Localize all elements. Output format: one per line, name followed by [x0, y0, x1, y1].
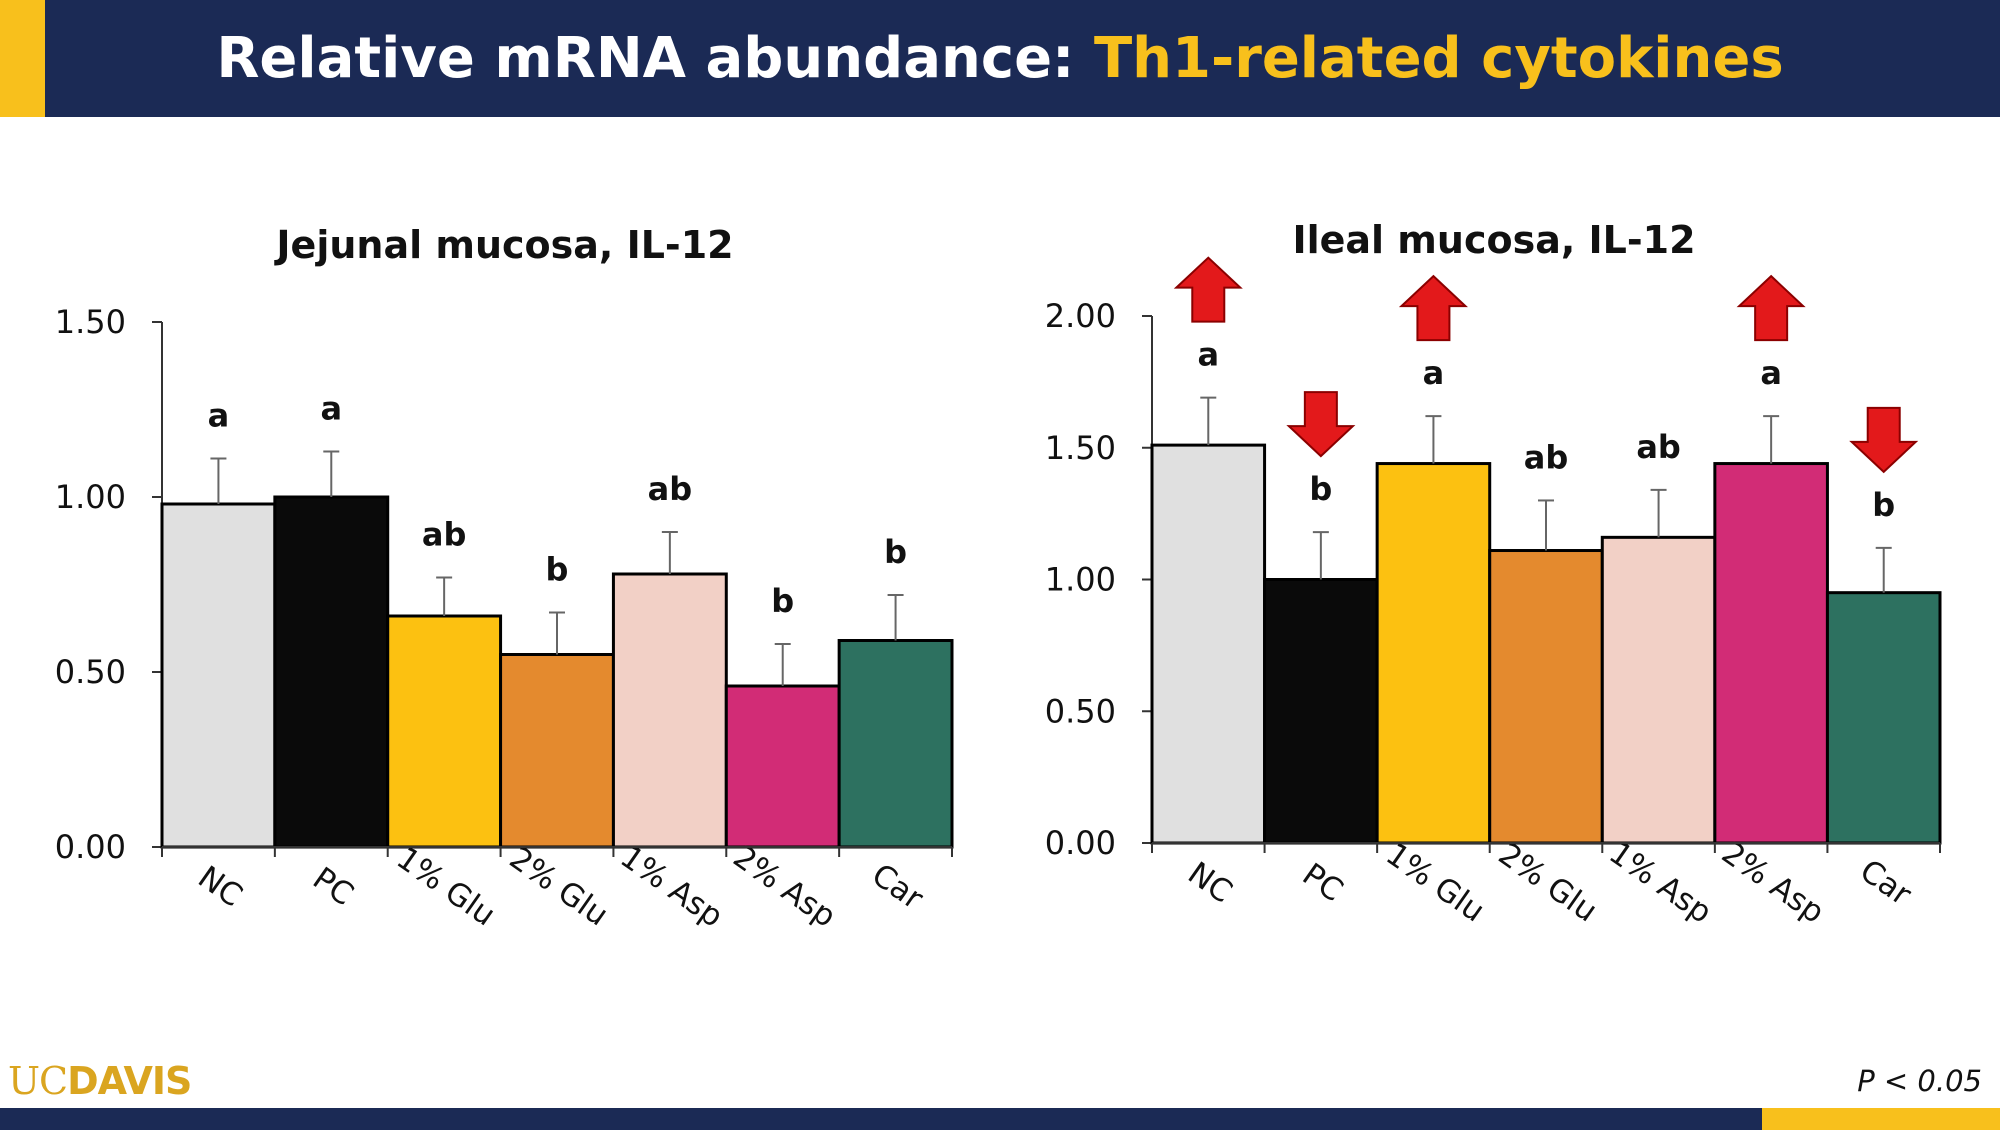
significance-letter: b: [771, 582, 794, 620]
increase-arrow-icon: [1398, 274, 1468, 342]
chart-ileal-il12: Ileal mucosa, IL-12 0.00 0.50 1.00 1.50 2.00 a…: [1045, 218, 1942, 931]
significance-letter: ab: [1524, 438, 1569, 476]
bar: [1375, 462, 1492, 845]
x-category-label: NC: [1181, 855, 1238, 910]
y-tick-label: 0.00: [55, 828, 126, 866]
chart-jejunal-il12: Jejunal mucosa, IL-12 0.00 0.50 1.00 1.50 a NC…: [55, 223, 954, 935]
ucdavis-logo: UCDAVIS: [8, 1059, 192, 1103]
x-category-label: 1% Glu: [1379, 836, 1491, 929]
bar: [724, 684, 841, 849]
increase-arrow-icon: [1736, 274, 1806, 342]
x-category-label: 1% Glu: [390, 840, 502, 933]
y-tick-label: 1.50: [1045, 429, 1116, 467]
bar: [1263, 578, 1379, 845]
bar: [1825, 591, 1942, 845]
y-tick-label: 1.00: [1045, 561, 1116, 599]
significance-letter: a: [1423, 354, 1445, 392]
y-tick-label: 1.00: [55, 478, 126, 516]
significance-letter: a: [320, 390, 342, 428]
bar: [1150, 443, 1267, 845]
y-tick-label: 1.50: [55, 303, 126, 341]
significance-letter: a: [1760, 354, 1782, 392]
x-category-label: 2% Asp: [1715, 835, 1831, 931]
bar: [499, 653, 615, 849]
bar: [611, 572, 728, 849]
significance-letter: b: [1309, 470, 1332, 508]
footer-accent: [1762, 1108, 2000, 1130]
x-category-label: 2% Asp: [727, 839, 843, 935]
logo-uc: UC: [8, 1059, 68, 1103]
significance-letter: ab: [422, 516, 467, 554]
x-category-label: 1% Asp: [614, 839, 730, 935]
significance-letter: b: [884, 533, 907, 571]
x-category-label: 2% Glu: [1492, 836, 1604, 929]
decrease-arrow-icon: [1849, 406, 1919, 474]
x-category-label: Car: [1853, 853, 1918, 913]
y-tick-label: 2.00: [1045, 297, 1116, 335]
header-accent: [0, 0, 45, 117]
y-tick-label: 0.50: [55, 653, 126, 691]
significance-letter: a: [1197, 336, 1219, 374]
x-category-label: Car: [865, 857, 930, 917]
bar: [273, 495, 390, 849]
header-bar: [0, 0, 2000, 117]
bar: [160, 502, 277, 849]
y-tick-label: 0.50: [1045, 692, 1116, 730]
title-main: Relative mRNA abundance:: [216, 26, 1094, 91]
significance-letter: b: [1872, 486, 1895, 524]
significance-letter: a: [208, 397, 230, 435]
bar: [386, 614, 503, 849]
bar: [1713, 462, 1829, 845]
bar: [1488, 549, 1604, 845]
footer-bar: [0, 1108, 2000, 1130]
decrease-arrow-icon: [1286, 391, 1356, 458]
p-value-note: P < 0.05: [1857, 1064, 1982, 1098]
logo-davis: DAVIS: [67, 1059, 192, 1103]
page-title: Relative mRNA abundance: Th1-related cyt…: [0, 0, 2000, 117]
y-tick-label: 0.00: [1045, 824, 1116, 862]
significance-letter: ab: [648, 470, 693, 508]
bar: [1600, 535, 1717, 845]
bar: [837, 639, 954, 849]
x-category-label: 2% Glu: [503, 840, 615, 933]
increase-arrow-icon: [1173, 256, 1243, 323]
title-highlight: Th1-related cytokines: [1093, 26, 1784, 91]
x-category-label: PC: [1296, 856, 1350, 909]
x-category-label: 1% Asp: [1602, 835, 1718, 931]
chart-title: Ileal mucosa, IL-12: [1292, 218, 1695, 262]
x-category-label: PC: [306, 860, 360, 913]
x-category-label: NC: [191, 859, 248, 914]
significance-letter: ab: [1636, 428, 1681, 466]
significance-letter: b: [546, 551, 569, 589]
chart-title: Jejunal mucosa, IL-12: [273, 223, 733, 267]
